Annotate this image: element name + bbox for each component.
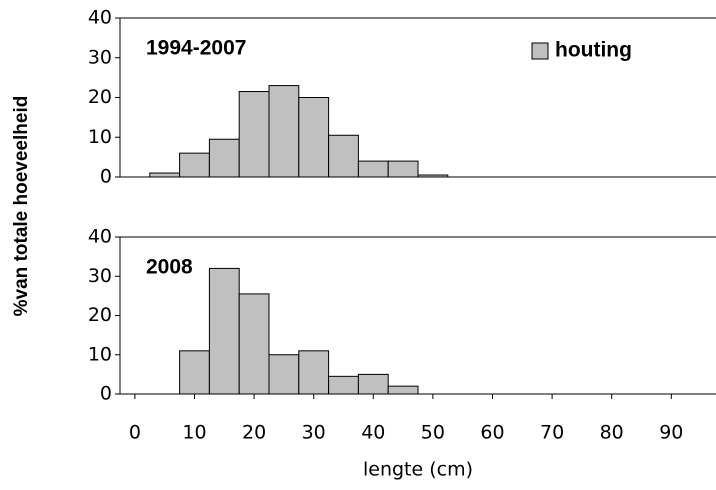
x-tick-label: 50 [421, 422, 445, 444]
bar [387, 385, 419, 395]
panel-title: 2008 [146, 256, 193, 279]
y-axis-label: %van totale hoeveelheid [11, 96, 32, 317]
bar [328, 134, 359, 178]
x-tick-label: 70 [540, 422, 564, 444]
legend-swatch [531, 42, 549, 60]
bar [298, 350, 330, 395]
y-tick-label: 30 [88, 265, 112, 287]
x-tick-label: 80 [600, 422, 624, 444]
x-tick-label: 30 [302, 422, 326, 444]
bar [179, 152, 210, 178]
x-tick-label: 40 [361, 422, 385, 444]
y-tick-label: 10 [88, 126, 112, 148]
y-tick-label: 20 [88, 304, 112, 326]
bar [179, 350, 210, 395]
x-tick-label: 0 [129, 422, 141, 444]
y-tick-label: 20 [88, 86, 112, 108]
bar [208, 138, 240, 178]
bar [268, 354, 300, 395]
panel-title: 1994-2007 [146, 37, 246, 60]
y-tick-label: 10 [88, 343, 112, 365]
x-tick-label: 10 [182, 422, 206, 444]
x-tick-label: 60 [480, 422, 504, 444]
bar [387, 160, 419, 178]
y-tick-label: 40 [88, 226, 112, 248]
x-axis-label: lengte (cm) [363, 459, 473, 481]
x-tick-label: 90 [659, 422, 683, 444]
y-tick-label: 0 [100, 166, 112, 188]
bar [238, 91, 270, 178]
bar [208, 267, 240, 395]
y-tick-label: 40 [88, 7, 112, 29]
bar [238, 293, 270, 395]
bar [417, 174, 449, 178]
legend-label: houting [555, 39, 632, 62]
y-tick-label: 0 [100, 383, 112, 405]
bar [298, 97, 330, 178]
x-tick-label: 20 [242, 422, 266, 444]
y-tick-label: 30 [88, 46, 112, 68]
bar [328, 375, 359, 395]
bar [357, 373, 389, 395]
bar [357, 160, 389, 178]
bar [268, 85, 300, 178]
bar [149, 172, 181, 178]
